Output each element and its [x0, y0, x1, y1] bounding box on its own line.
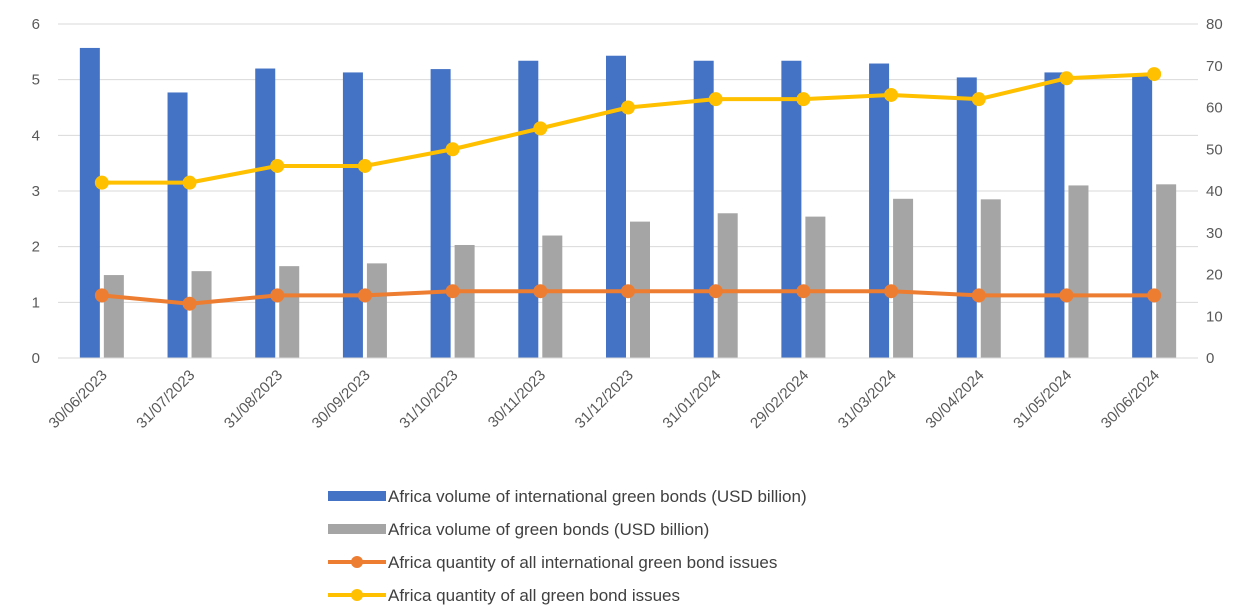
data-point: [1147, 288, 1162, 303]
bar: [103, 275, 124, 358]
right-y-tick-label: 0: [1206, 350, 1214, 367]
bar: [279, 266, 300, 358]
x-tick-label: 30/09/2023: [309, 367, 374, 432]
bar: [1156, 184, 1177, 358]
bar: [606, 55, 626, 358]
legend-swatch: [328, 491, 386, 501]
bar: [956, 77, 977, 358]
right-y-tick-label: 50: [1206, 141, 1223, 158]
x-tick-label: 31/07/2023: [133, 367, 198, 432]
data-point: [971, 288, 986, 303]
bar: [693, 60, 714, 359]
bar: [805, 216, 826, 358]
line-series: [94, 67, 1162, 311]
data-point: [971, 92, 986, 107]
bar: [1132, 74, 1153, 358]
bar: [1068, 185, 1089, 358]
legend-marker: [351, 556, 363, 568]
data-point: [94, 288, 109, 303]
data-point: [270, 158, 285, 173]
data-point: [708, 284, 723, 299]
bar: [342, 72, 363, 359]
right-y-tick-label: 70: [1206, 58, 1223, 75]
bar: [366, 263, 387, 358]
right-y-tick-label: 40: [1206, 183, 1223, 200]
x-tick-label: 30/04/2024: [922, 367, 987, 432]
x-tick-label: 31/05/2024: [1010, 367, 1075, 432]
data-point: [1059, 71, 1074, 86]
legend-swatch: [328, 524, 386, 534]
data-point: [182, 175, 197, 190]
legend-label: Africa quantity of all international gre…: [388, 553, 777, 572]
left-y-tick-label: 0: [32, 350, 40, 367]
data-point: [884, 87, 899, 102]
legend-label: Africa volume of international green bon…: [388, 487, 807, 506]
data-point: [1059, 288, 1074, 303]
data-point: [796, 92, 811, 107]
right-y-tick-label: 20: [1206, 267, 1223, 284]
right-y-tick-label: 60: [1206, 100, 1223, 117]
left-y-tick-label: 4: [32, 127, 40, 144]
left-y-tick-label: 3: [32, 183, 40, 200]
data-point: [357, 288, 372, 303]
x-tick-label: 30/06/2024: [1098, 367, 1163, 432]
x-axis: 30/06/2023 31/07/2023 31/08/2023 30/09/2023…: [46, 357, 1198, 432]
data-point: [270, 288, 285, 303]
x-tick-label: 31/03/2024: [835, 367, 900, 432]
data-point: [445, 284, 460, 299]
right-y-tick-label: 30: [1206, 225, 1223, 242]
data-point: [884, 284, 899, 299]
right-y-tick-label: 80: [1206, 16, 1223, 33]
data-point: [621, 284, 635, 299]
x-tick-label: 30/11/2023: [485, 367, 549, 431]
bar: [980, 199, 1001, 358]
data-point: [1147, 67, 1162, 82]
data-point: [708, 92, 723, 107]
x-tick-label: 31/08/2023: [221, 367, 286, 432]
bar: [781, 60, 802, 359]
x-tick-label: 31/12/2023: [572, 367, 637, 432]
left-y-tick-label: 1: [32, 294, 40, 311]
left-y-axis: 0 1 2 3 4 5 6: [32, 16, 40, 367]
data-point: [357, 158, 372, 173]
data-point: [533, 121, 548, 136]
right-y-tick-label: 10: [1206, 308, 1223, 325]
bar: [454, 244, 475, 358]
bar: [518, 60, 539, 359]
legend-label: Africa quantity of all green bond issues: [388, 586, 680, 605]
bar: [430, 69, 451, 358]
gridlines: [58, 23, 1198, 359]
bar: [79, 47, 100, 358]
x-tick-label: 30/06/2023: [46, 367, 111, 432]
bar: [893, 198, 914, 358]
data-point: [533, 284, 548, 299]
bar: [255, 68, 276, 359]
x-tick-label: 29/02/2024: [747, 367, 812, 432]
bar-series: [79, 47, 1177, 359]
bar: [167, 92, 188, 358]
data-point: [445, 142, 460, 157]
left-y-tick-label: 2: [32, 239, 40, 256]
legend-marker: [351, 589, 363, 601]
legend-label: Africa volume of green bonds (USD billio…: [388, 520, 709, 539]
right-y-axis: 0 10 20 30 40 50 60 70 80: [1206, 16, 1223, 367]
left-y-tick-label: 5: [32, 72, 40, 89]
legend: Africa volume of international green bon…: [328, 487, 807, 605]
x-tick-label: 31/01/2024: [659, 367, 724, 432]
bar: [1044, 72, 1065, 359]
bar: [542, 235, 563, 358]
data-point: [796, 284, 811, 299]
data-point: [94, 175, 109, 190]
data-point: [621, 100, 635, 115]
bar: [191, 271, 212, 358]
data-point: [182, 296, 197, 311]
bar: [717, 213, 738, 358]
left-y-tick-label: 6: [32, 16, 40, 33]
bar: [869, 63, 890, 358]
x-tick-label: 31/10/2023: [396, 367, 461, 432]
